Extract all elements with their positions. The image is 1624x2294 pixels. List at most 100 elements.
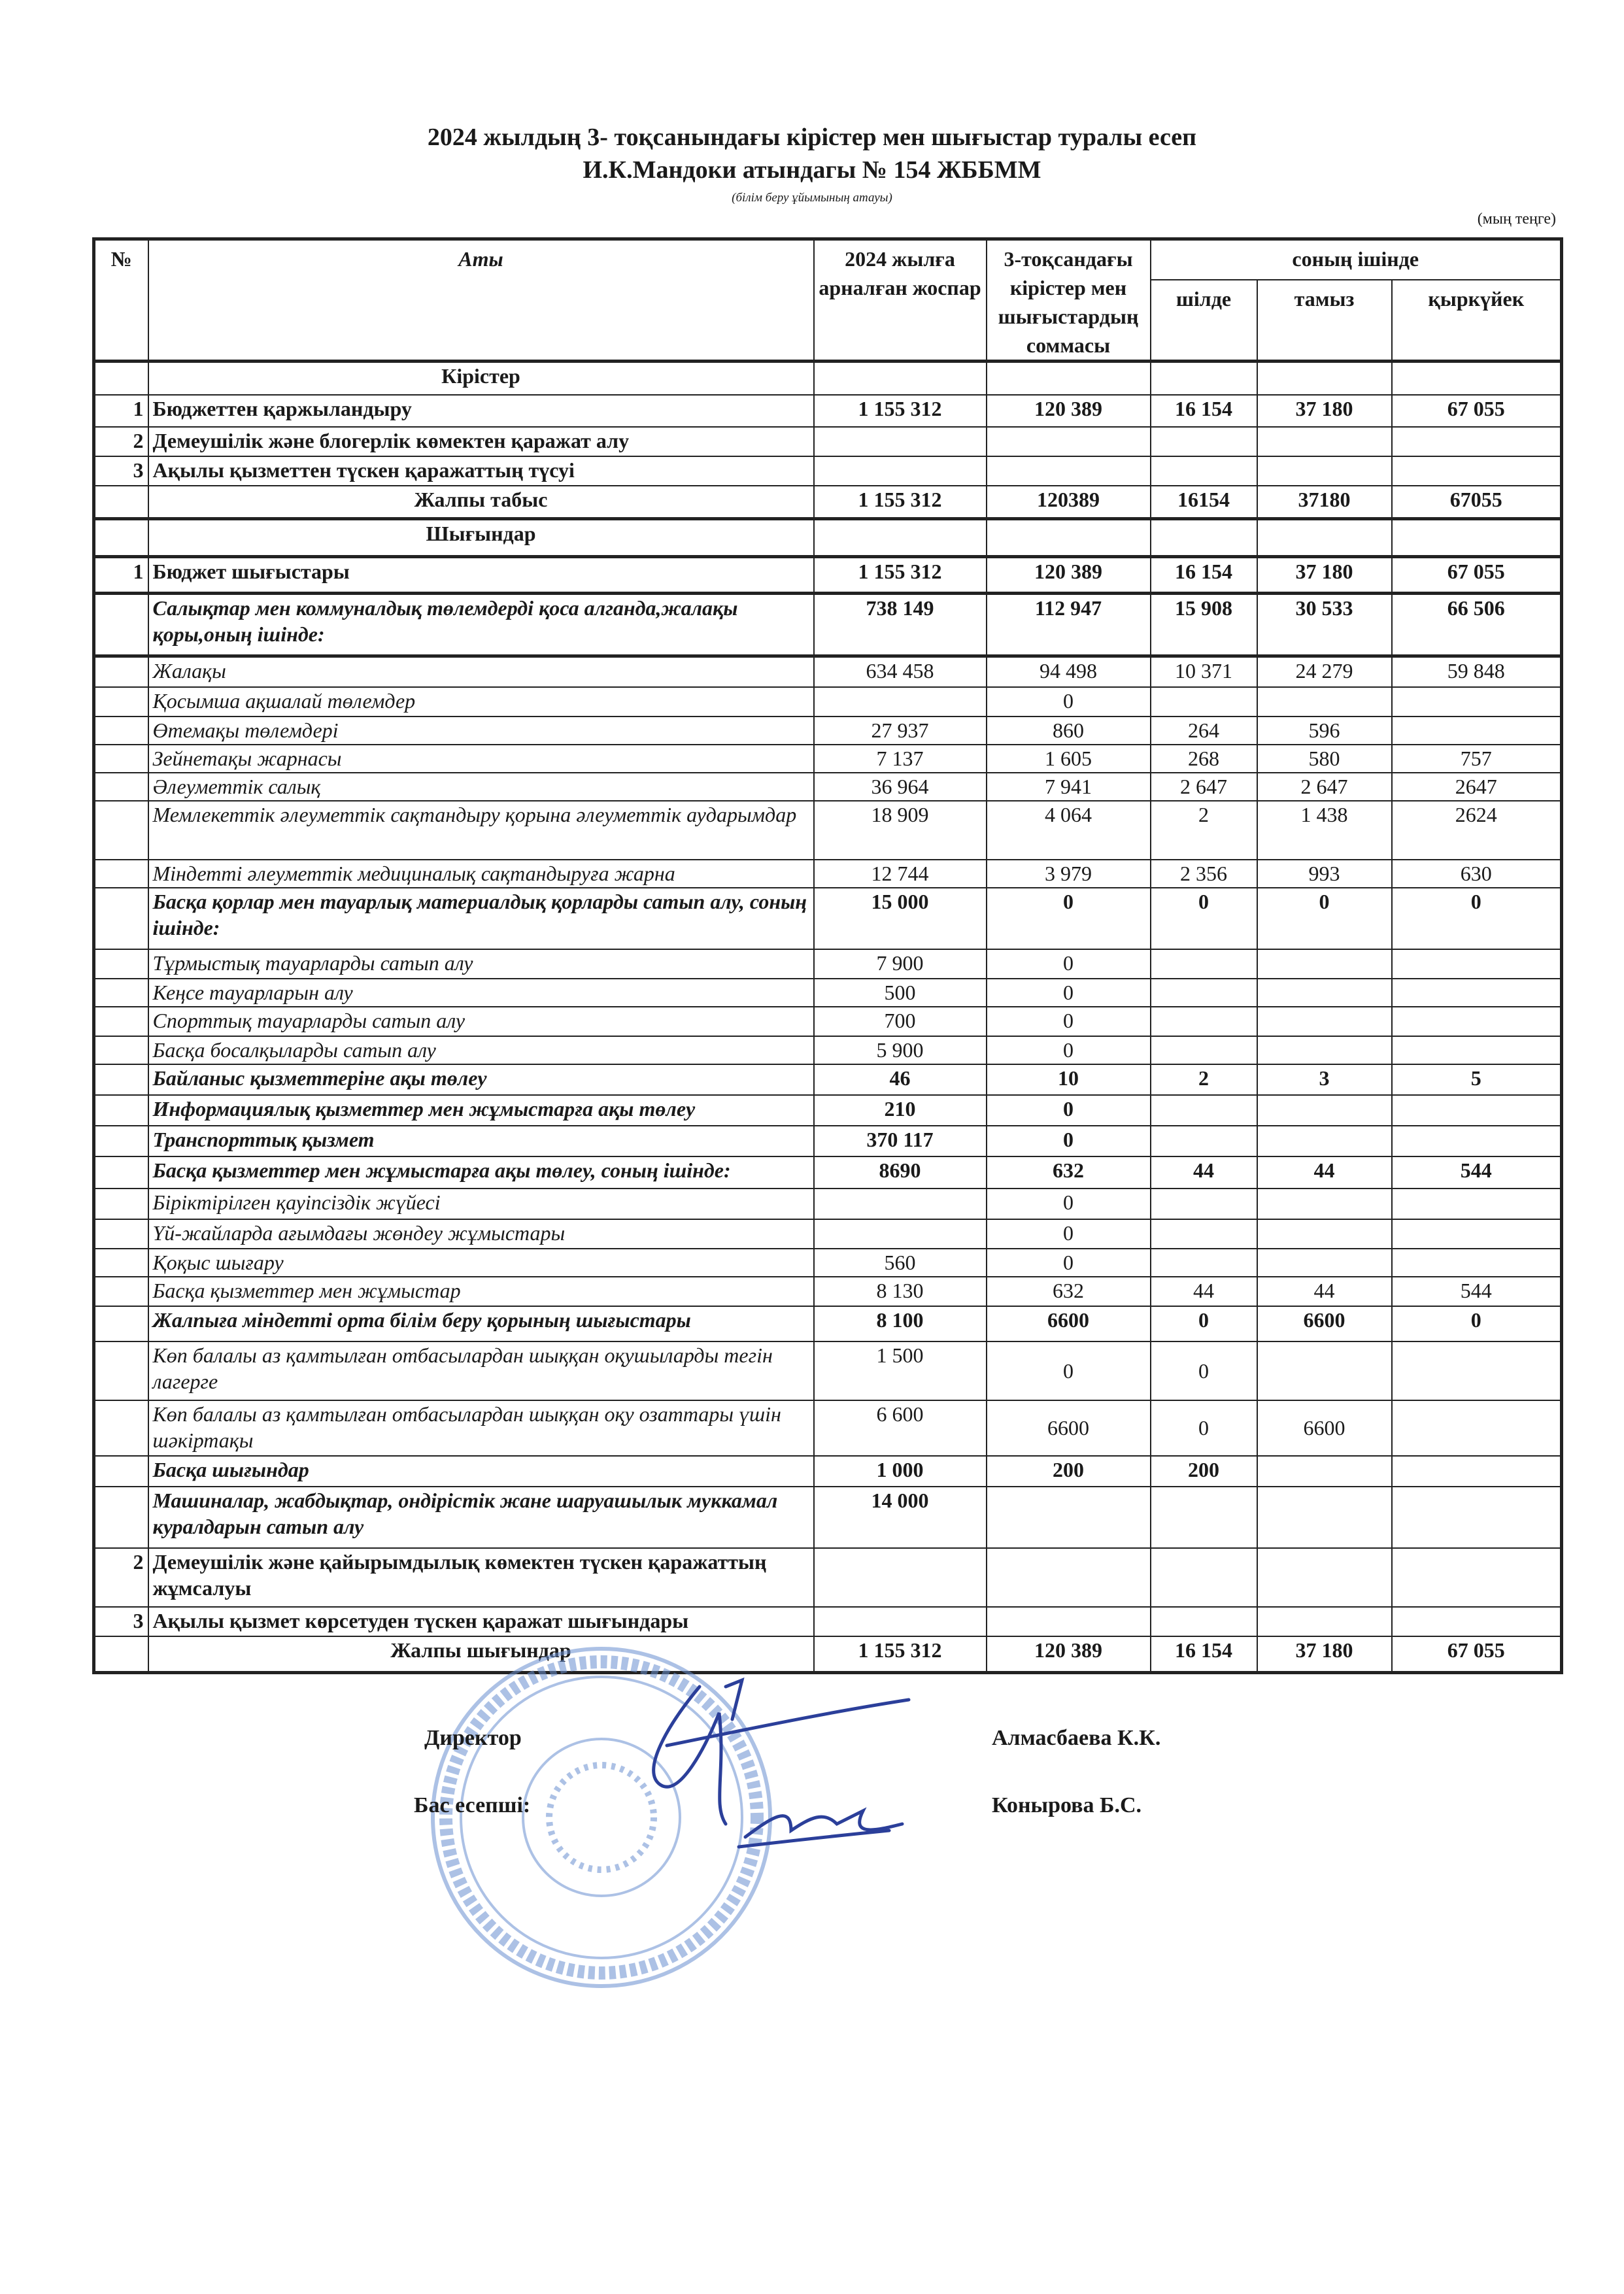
cell-aug: 580: [1256, 743, 1393, 773]
cell-plan: 18 909: [813, 800, 987, 860]
table-row: Өтемақы төлемдері 27 937 860 264 596: [93, 715, 1563, 745]
cell-q3: 6600: [985, 1305, 1151, 1342]
cell-aug: 44: [1256, 1155, 1393, 1189]
cell-num: 1: [93, 555, 149, 594]
table-row: Қосымша ақшалай төлемдер 0: [93, 686, 1563, 717]
cell-q3: [985, 1547, 1151, 1608]
cell-num: [93, 517, 149, 558]
cell-q3: 4 064: [985, 800, 1151, 860]
cell-q3: [985, 1606, 1151, 1637]
cell-q3: 94 498: [985, 654, 1151, 688]
cell-plan: 1 155 312: [813, 484, 987, 520]
cell-jul: 268: [1149, 743, 1258, 773]
table-row: 3 Ақылы қызметтен түскен қаражаттың түсуі: [93, 455, 1563, 486]
cell-aug: 37 180: [1256, 394, 1393, 428]
cell-name: Біріктірілген қауіпсіздік жүйесі: [147, 1187, 815, 1220]
cell-sep: 67 055: [1391, 394, 1563, 428]
table-row: Машиналар, жабдықтар, ондірістік жане ша…: [93, 1485, 1563, 1549]
cell-q3: [985, 517, 1151, 558]
cell-q3: 7 941: [985, 771, 1151, 801]
cell-aug: [1256, 1606, 1393, 1637]
table-row: 2 Демеушілік және қайырымдылық көмектен т…: [93, 1547, 1563, 1608]
cell-name: Міндетті әлеуметтік медициналық сақтанды…: [147, 858, 815, 888]
cell-num: [93, 1247, 149, 1277]
cell-name: Бюджеттен қаржыландыру: [147, 394, 815, 428]
cell-sep: [1391, 1218, 1563, 1249]
cell-sep: 5: [1391, 1063, 1563, 1096]
cell-sep: 544: [1391, 1275, 1563, 1307]
cell-num: [93, 360, 149, 396]
cell-aug: 37180: [1256, 484, 1393, 520]
col-header-num: №: [93, 238, 149, 362]
cell-plan: 700: [813, 1005, 987, 1037]
cell-num: [93, 592, 149, 657]
cell-name: Демеушілік және блогерлік көмектен қараж…: [147, 426, 815, 457]
cell-aug: 3: [1256, 1063, 1393, 1096]
table-row: Міндетті әлеуметтік медициналық сақтанды…: [93, 858, 1563, 888]
cell-jul: 44: [1149, 1275, 1258, 1307]
table-row: 2 Демеушілік және блогерлік көмектен қара…: [93, 426, 1563, 457]
table-row: 1 Бюджет шығыстары 1 155 312 120 389 16 154 3…: [93, 555, 1563, 594]
cell-name: Көп балалы аз қамтылған отбасылардан шық…: [147, 1399, 815, 1457]
cell-q3: 0: [985, 977, 1151, 1007]
cell-num: [93, 1063, 149, 1096]
cell-plan: [813, 1547, 987, 1608]
cell-jul: 2: [1149, 1063, 1258, 1096]
cell-q3: 120 389: [985, 394, 1151, 428]
cell-jul: 16 154: [1149, 555, 1258, 594]
cell-num: [93, 1399, 149, 1457]
cell-aug: [1256, 1485, 1393, 1549]
cell-q3: 0: [985, 686, 1151, 717]
cell-jul: 0: [1149, 1305, 1258, 1342]
cell-num: [93, 715, 149, 745]
cell-name: Транспорттық қызмет: [147, 1124, 815, 1157]
table-row: 1 Бюджеттен қаржыландыру 1 155 312 120 389 1…: [93, 394, 1563, 428]
cell-sep: [1391, 1187, 1563, 1220]
report-title: 2024 жылдың 3- тоқсанындағы кірістер мен…: [427, 124, 1197, 151]
cell-jul: 15 908: [1149, 592, 1258, 657]
cell-q3: 632: [985, 1275, 1151, 1307]
cell-sep: [1391, 977, 1563, 1007]
cell-q3: 860: [985, 715, 1151, 745]
cell-num: [93, 1094, 149, 1126]
cell-jul: [1149, 1485, 1258, 1549]
cell-sep: 67 055: [1391, 1635, 1563, 1674]
col-header-august: тамыз: [1256, 279, 1393, 362]
cell-jul: 2 356: [1149, 858, 1258, 888]
cell-jul: 0: [1149, 886, 1258, 950]
cell-name: Жалпы шығындар: [147, 1635, 815, 1674]
cell-plan: 6 600: [813, 1399, 987, 1457]
cell-plan: 7 137: [813, 743, 987, 773]
cell-aug: [1256, 360, 1393, 396]
cell-num: [93, 1305, 149, 1342]
table-row: Кеңсе тауарларын алу 500 0: [93, 977, 1563, 1007]
table-row: Тұрмыстық тауарларды сатып алу 7 900 0: [93, 948, 1563, 979]
cell-sep: 67 055: [1391, 555, 1563, 594]
cell-q3: 120 389: [985, 555, 1151, 594]
cell-jul: [1149, 1547, 1258, 1608]
cell-sep: [1391, 715, 1563, 745]
cell-aug: 37 180: [1256, 1635, 1393, 1674]
table-row: Салықтар мен коммуналдық төлемдерді қоса…: [93, 592, 1563, 657]
cell-num: [93, 800, 149, 860]
cell-aug: [1256, 1547, 1393, 1608]
table-row: Басқа босалқыларды сатып алу 5 900 0: [93, 1035, 1563, 1065]
cell-name: Қосымша ақшалай төлемдер: [147, 686, 815, 717]
cell-aug: [1256, 426, 1393, 457]
table-row: Басқа қызметтер мен жұмыстарға ақы төлеу…: [93, 1155, 1563, 1189]
cell-q3: 0: [985, 1094, 1151, 1126]
cell-aug: [1256, 948, 1393, 979]
cell-plan: 12 744: [813, 858, 987, 888]
cell-name: Ақылы қызмет көрсетуден түскен қаражат ш…: [147, 1606, 815, 1637]
col-header-including: соның ішінде: [1149, 238, 1563, 281]
cell-q3: 632: [985, 1155, 1151, 1189]
cell-jul: [1149, 977, 1258, 1007]
cell-q3: [985, 1485, 1151, 1549]
cell-plan: 1 155 312: [813, 394, 987, 428]
cell-plan: 1 155 312: [813, 1635, 987, 1674]
cell-q3: 112 947: [985, 592, 1151, 657]
cell-sep: [1391, 426, 1563, 457]
accountant-label: Бас есепші:: [414, 1793, 531, 1817]
cell-sep: [1391, 1547, 1563, 1608]
cell-jul: 2 647: [1149, 771, 1258, 801]
